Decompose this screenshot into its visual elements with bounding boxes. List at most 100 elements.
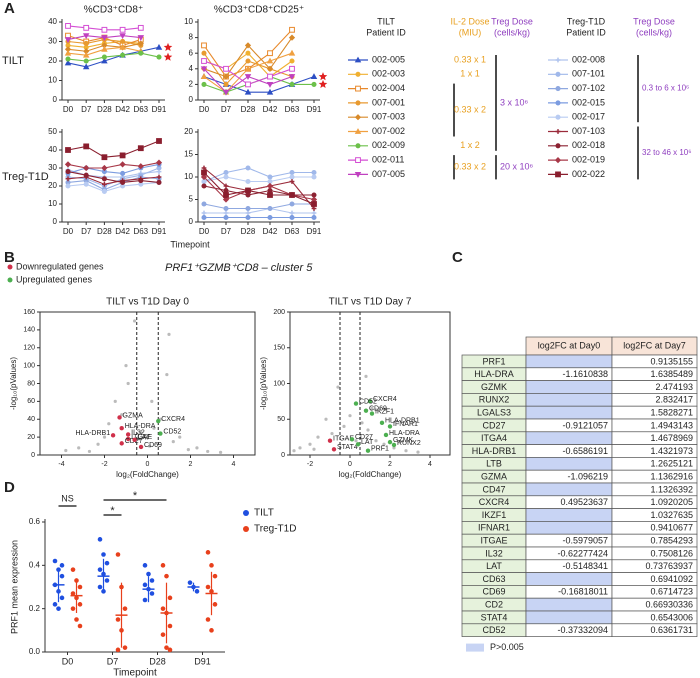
cell-text: -1.096219	[567, 471, 608, 481]
cell-text: ITGA4	[481, 433, 507, 443]
cell-text: IL32	[485, 548, 503, 558]
gene-label: PRF1	[371, 446, 389, 453]
y-tick-label: 20	[27, 434, 35, 441]
cell-text: LTB	[486, 459, 502, 469]
marker	[355, 85, 361, 92]
y-tick-label: 0.0	[29, 647, 41, 656]
marker	[311, 174, 317, 180]
data-point	[137, 437, 141, 441]
marker	[223, 205, 229, 212]
gene-label: IFNAR1	[393, 421, 418, 428]
legend-header: Patient ID	[366, 27, 406, 37]
table-cell	[611, 623, 698, 637]
series-line	[67, 163, 160, 174]
chart-title: %CD3⁺CD8⁺	[84, 5, 143, 16]
panel-label: B	[4, 249, 15, 266]
y-tick-label: 50	[277, 416, 285, 423]
marker	[156, 174, 162, 180]
dose-label: 32 to 46 x 10⁶	[642, 148, 692, 157]
cell-text: GZMA	[481, 471, 507, 481]
gene-label: HLA-DRB1	[385, 418, 420, 425]
table-cell	[525, 405, 613, 420]
data-point	[124, 364, 128, 368]
data-point	[160, 606, 166, 611]
dose-label: 0.33 x 2	[454, 104, 486, 114]
marker	[289, 210, 295, 216]
cell-text: CXCR4	[479, 497, 510, 507]
marker	[310, 73, 318, 80]
marker	[289, 201, 295, 207]
legend-marker	[243, 510, 249, 516]
gene-label: RUNX2	[397, 440, 421, 447]
data-point	[126, 381, 130, 386]
data-point	[120, 413, 124, 417]
data-point	[149, 578, 155, 583]
marker	[101, 164, 108, 172]
data-point	[97, 537, 103, 542]
cell-text: 1.0920205	[650, 497, 693, 507]
data-point	[308, 442, 312, 446]
data-point	[110, 433, 116, 438]
header-text: log2FC at Day7	[623, 340, 686, 350]
header-text: log2FC at Day0	[538, 340, 601, 350]
marker	[201, 210, 207, 216]
y-tick-label: 30	[48, 37, 57, 46]
gene-label: LAT	[138, 435, 151, 442]
significance-star	[163, 52, 173, 61]
cell-text: 1.6385489	[650, 369, 693, 379]
marker	[555, 143, 561, 149]
data-point	[348, 414, 352, 418]
cell-text: GZMK	[481, 382, 507, 392]
x-tick-label: D42	[263, 105, 278, 114]
marker	[120, 52, 126, 58]
table-cell	[525, 354, 613, 369]
dose-header: Treg Dose	[633, 16, 675, 26]
x-tick-label: D0	[63, 105, 74, 114]
cell-text: 1.0327635	[650, 510, 693, 520]
data-point	[194, 589, 200, 594]
cell-text: IFNAR1	[478, 523, 510, 533]
marker	[266, 57, 274, 64]
cell-text: 1.4943143	[650, 420, 693, 430]
marker	[289, 192, 295, 198]
y-axis-label: -log₁₀(pValues)	[9, 357, 18, 410]
cell-text: CD52	[482, 625, 505, 635]
data-point	[374, 439, 378, 443]
marker	[83, 58, 89, 64]
significance-label: NS	[61, 493, 74, 503]
data-point	[219, 450, 223, 454]
marker	[155, 159, 163, 166]
data-point	[167, 332, 171, 336]
y-tick-label: 6	[189, 48, 194, 57]
gene-label: GZMA	[123, 412, 144, 419]
x-tick-label: D91	[152, 227, 167, 236]
marker	[355, 100, 361, 106]
marker	[137, 24, 144, 31]
series-line	[67, 176, 160, 185]
table-cell	[525, 610, 613, 625]
cell-text: 1.5828271	[650, 407, 693, 417]
x-tick-label: D7	[81, 105, 92, 114]
marker	[354, 114, 362, 121]
dose-label: 3 x 10⁶	[500, 97, 529, 107]
marker	[83, 143, 90, 150]
y-tick-label: 0.2	[29, 604, 41, 613]
series-line	[203, 176, 315, 201]
cell-text: -0.37332094	[557, 625, 608, 635]
gene-label: IL32	[131, 429, 145, 436]
data-point	[97, 584, 103, 590]
marker	[64, 37, 72, 43]
marker	[289, 81, 295, 87]
marker	[311, 210, 317, 216]
marker	[137, 145, 144, 152]
data-point	[167, 647, 173, 653]
significance-star	[318, 79, 328, 89]
x-tick-label: D91	[307, 227, 322, 236]
marker	[266, 65, 274, 72]
marker	[201, 58, 207, 64]
x-tick-label: D42	[263, 227, 278, 236]
data-point	[96, 442, 100, 446]
data-point	[77, 584, 83, 590]
marker	[289, 65, 295, 72]
x-tick-label: 4	[232, 461, 236, 468]
